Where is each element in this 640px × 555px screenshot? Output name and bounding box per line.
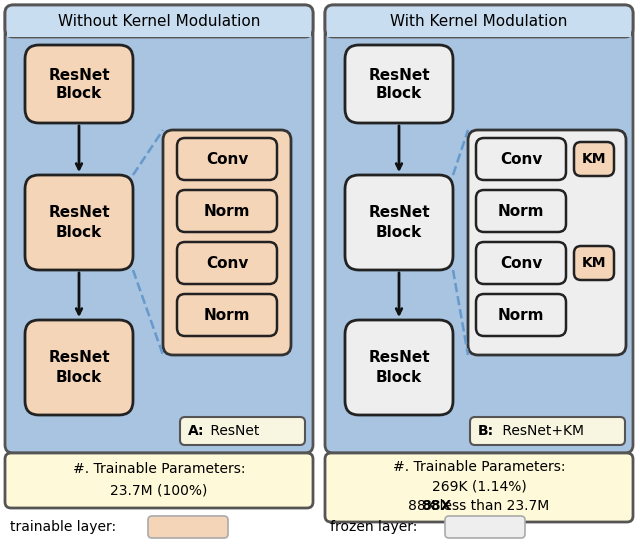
Text: Conv: Conv <box>206 255 248 270</box>
Text: ResNet: ResNet <box>48 205 110 220</box>
Text: Block: Block <box>56 225 102 240</box>
Text: With Kernel Modulation: With Kernel Modulation <box>390 13 568 28</box>
Text: #. Trainable Parameters:: #. Trainable Parameters: <box>393 460 565 474</box>
FancyBboxPatch shape <box>177 138 277 180</box>
Text: ResNet+KM: ResNet+KM <box>498 424 584 438</box>
Text: ResNet: ResNet <box>206 424 259 438</box>
Text: Block: Block <box>376 370 422 385</box>
Text: Block: Block <box>56 87 102 102</box>
FancyBboxPatch shape <box>25 320 133 415</box>
FancyBboxPatch shape <box>325 453 633 522</box>
Text: Conv: Conv <box>500 152 542 166</box>
FancyBboxPatch shape <box>148 516 228 538</box>
Text: ResNet: ResNet <box>48 68 110 83</box>
Text: Without Kernel Modulation: Without Kernel Modulation <box>58 13 260 28</box>
Text: KM: KM <box>582 256 606 270</box>
Text: Norm: Norm <box>498 204 544 219</box>
Text: frozen layer:: frozen layer: <box>330 520 417 534</box>
FancyBboxPatch shape <box>476 294 566 336</box>
Text: Block: Block <box>376 87 422 102</box>
FancyBboxPatch shape <box>345 175 453 270</box>
Text: Norm: Norm <box>204 204 250 219</box>
Bar <box>327 21 631 37</box>
Text: ResNet: ResNet <box>48 350 110 365</box>
Text: A:: A: <box>188 424 205 438</box>
FancyBboxPatch shape <box>445 516 525 538</box>
FancyBboxPatch shape <box>5 453 313 508</box>
FancyBboxPatch shape <box>177 242 277 284</box>
FancyBboxPatch shape <box>476 242 566 284</box>
FancyBboxPatch shape <box>476 190 566 232</box>
FancyBboxPatch shape <box>25 175 133 270</box>
Text: ResNet: ResNet <box>368 205 430 220</box>
FancyBboxPatch shape <box>470 417 625 445</box>
Text: Norm: Norm <box>204 307 250 322</box>
FancyBboxPatch shape <box>574 246 614 280</box>
Text: #. Trainable Parameters:: #. Trainable Parameters: <box>73 462 245 476</box>
Text: ResNet: ResNet <box>368 68 430 83</box>
Text: KM: KM <box>582 152 606 166</box>
Text: 269K (1.14%): 269K (1.14%) <box>431 479 526 493</box>
Text: 88X less than 23.7M: 88X less than 23.7M <box>408 499 550 513</box>
Text: 88X: 88X <box>421 499 451 513</box>
FancyBboxPatch shape <box>180 417 305 445</box>
FancyBboxPatch shape <box>345 45 453 123</box>
Text: Norm: Norm <box>498 307 544 322</box>
FancyBboxPatch shape <box>163 130 291 355</box>
Text: Block: Block <box>376 225 422 240</box>
Bar <box>7 21 311 37</box>
Text: Conv: Conv <box>206 152 248 166</box>
FancyBboxPatch shape <box>25 45 133 123</box>
FancyBboxPatch shape <box>345 320 453 415</box>
FancyBboxPatch shape <box>325 5 633 453</box>
FancyBboxPatch shape <box>468 130 626 355</box>
FancyBboxPatch shape <box>177 190 277 232</box>
FancyBboxPatch shape <box>574 142 614 176</box>
Text: 23.7M (100%): 23.7M (100%) <box>110 483 208 497</box>
FancyBboxPatch shape <box>5 5 313 453</box>
Text: ResNet: ResNet <box>368 350 430 365</box>
FancyBboxPatch shape <box>476 138 566 180</box>
Text: Block: Block <box>56 370 102 385</box>
FancyBboxPatch shape <box>5 5 313 37</box>
FancyBboxPatch shape <box>177 294 277 336</box>
Text: B:: B: <box>478 424 494 438</box>
Text: trainable layer:: trainable layer: <box>10 520 116 534</box>
Text: Conv: Conv <box>500 255 542 270</box>
FancyBboxPatch shape <box>325 5 633 37</box>
